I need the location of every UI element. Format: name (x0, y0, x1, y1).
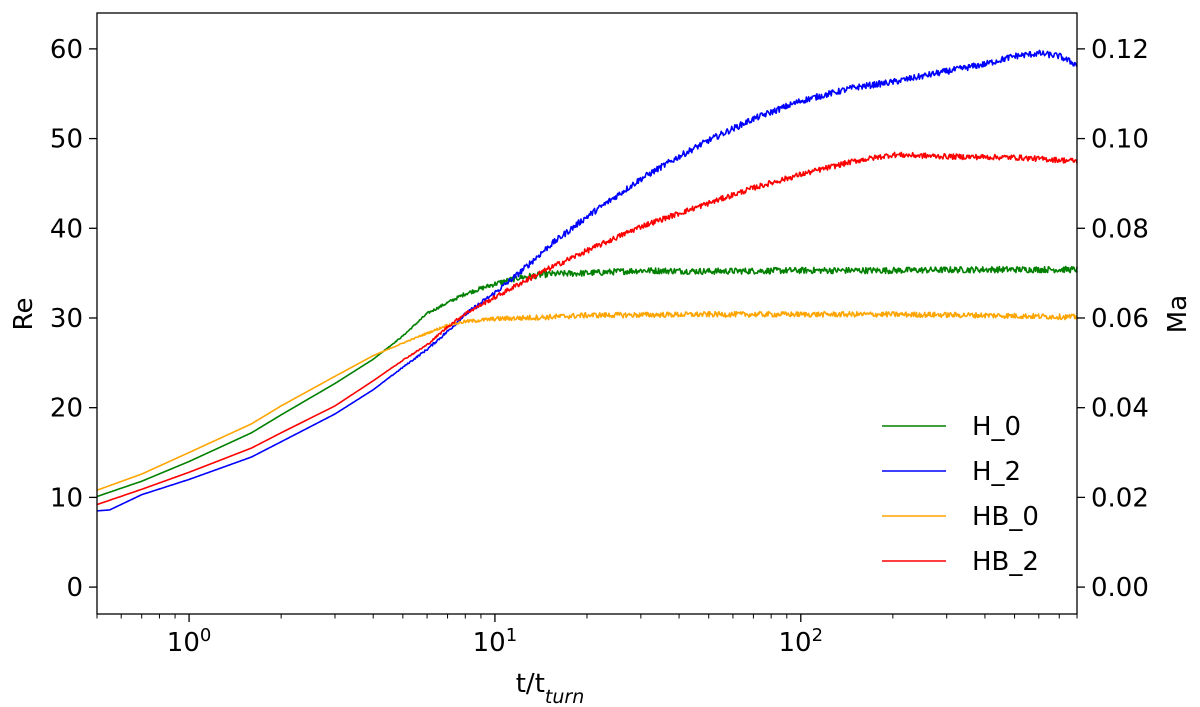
y-right-tick-label: 0.10 (1091, 125, 1149, 155)
x-tick-label: 102 (779, 625, 824, 659)
y-right-tick-label: 0.12 (1091, 35, 1149, 65)
y-axis-title-left: Re (9, 298, 39, 331)
y-right-tick-label: 0.04 (1091, 394, 1149, 424)
y-right-tick-label: 0.06 (1091, 304, 1149, 334)
y-tick-label: 30 (50, 304, 83, 334)
series-line-h-2 (96, 49, 1078, 512)
y-right-tick-label: 0.02 (1091, 483, 1149, 513)
series-line-hb-0 (96, 310, 1078, 491)
x-axis-title: t/tturn (516, 669, 585, 707)
y-tick-label: 10 (50, 483, 83, 513)
legend-label: H_0 (972, 412, 1021, 442)
legend-label: HB_2 (972, 547, 1039, 577)
y-right-tick-label: 0.08 (1091, 214, 1149, 244)
y-tick-label: 50 (50, 125, 83, 155)
y-tick-label: 40 (50, 214, 83, 244)
y-right-tick-label: 0.00 (1091, 573, 1149, 603)
y-tick-label: 60 (50, 35, 83, 65)
series-layer (96, 49, 1078, 512)
y-axis-left: 0 10 20 30 40 50 60 (50, 35, 97, 603)
legend-label: HB_0 (972, 502, 1039, 532)
y-axis-right: 0.00 0.02 0.04 0.06 0.08 0.10 0.12 (1077, 35, 1149, 603)
series-line-h-0 (96, 265, 1078, 498)
legend-label: H_2 (972, 457, 1021, 487)
legend: H_0 H_2 HB_0 HB_2 (882, 412, 1039, 577)
x-tick-label: 100 (167, 625, 212, 659)
y-tick-label: 0 (66, 573, 83, 603)
y-axis-title-right: Ma (1163, 295, 1193, 333)
x-axis: 100 101 102 (96, 614, 1078, 659)
series-line-hb-2 (96, 151, 1078, 506)
x-tick-label: 101 (473, 625, 518, 659)
y-tick-label: 20 (50, 394, 83, 424)
